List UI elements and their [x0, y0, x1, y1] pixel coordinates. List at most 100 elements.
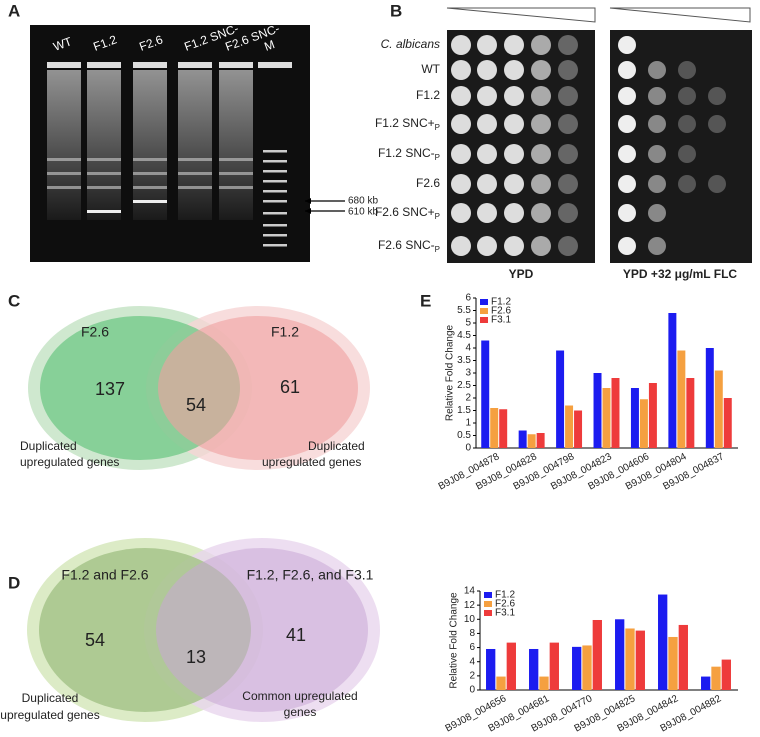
- legend-label: F3.1: [495, 608, 515, 619]
- strain-label: F1.2 SNC-P: [378, 146, 440, 162]
- legend-swatch: [484, 592, 492, 598]
- band: [219, 158, 253, 161]
- band: [87, 158, 121, 161]
- band: [87, 210, 121, 213]
- bar: [701, 676, 711, 690]
- band: [133, 200, 167, 203]
- bar: [486, 648, 496, 690]
- spot: [648, 87, 666, 105]
- spot: [451, 236, 471, 256]
- spot: [504, 203, 524, 223]
- band: [178, 186, 212, 189]
- strain-subscript: P: [435, 153, 440, 162]
- spot: [618, 61, 636, 79]
- spot: [477, 86, 497, 106]
- spot: [451, 114, 471, 134]
- spot: [648, 175, 666, 193]
- y-tick-label: 10: [464, 614, 476, 625]
- venn-title: F2.6: [81, 324, 109, 340]
- legend-label: F2.6: [495, 599, 515, 610]
- y-tick-label: 4: [465, 343, 471, 354]
- marker-label: 680 kb: [348, 196, 378, 207]
- smear: [47, 70, 81, 220]
- bar: [481, 340, 490, 448]
- spot: [678, 145, 696, 163]
- y-axis-title: Relative Fold Change: [445, 324, 456, 421]
- venn-caption: Duplicated: [22, 691, 79, 705]
- ladder-band: [263, 234, 287, 237]
- y-tick-label: 14: [464, 586, 476, 597]
- well: [47, 62, 81, 68]
- legend-swatch: [484, 610, 492, 616]
- y-tick-label: 4.5: [457, 330, 471, 341]
- spot: [618, 175, 636, 193]
- spot: [504, 60, 524, 80]
- ladder-band: [263, 160, 287, 163]
- y-tick-label: 1.5: [457, 405, 471, 416]
- venn-caption: Duplicated: [308, 439, 365, 453]
- ladder-band: [263, 190, 287, 193]
- venn-count: 54: [186, 395, 206, 415]
- y-tick-label: 12: [464, 600, 476, 611]
- spot: [648, 145, 666, 163]
- y-tick-label: 3: [465, 368, 471, 379]
- legend-swatch: [480, 308, 488, 314]
- bar: [593, 373, 602, 448]
- band: [47, 172, 81, 175]
- spot: [477, 236, 497, 256]
- spot: [477, 144, 497, 164]
- y-tick-label: 8: [469, 628, 475, 639]
- bar: [711, 666, 721, 690]
- bar: [658, 594, 668, 690]
- bar: [574, 410, 583, 448]
- bar: [565, 405, 574, 448]
- spot: [451, 203, 471, 223]
- spot: [558, 60, 578, 80]
- smear: [178, 70, 212, 220]
- y-tick-label: 4: [469, 656, 475, 667]
- strain-subscript: P: [435, 245, 440, 254]
- spot: [531, 86, 551, 106]
- bar: [625, 628, 635, 690]
- strain-label: C. albicans: [381, 37, 440, 51]
- smear: [219, 70, 253, 220]
- spot: [708, 175, 726, 193]
- smear: [87, 70, 121, 220]
- spot: [678, 175, 696, 193]
- spot: [618, 237, 636, 255]
- bar: [582, 645, 592, 690]
- bar: [506, 642, 516, 690]
- spot: [477, 114, 497, 134]
- bar: [490, 408, 499, 448]
- arrow-head: [305, 198, 311, 204]
- bar: [677, 350, 686, 448]
- y-tick-label: 6: [469, 642, 475, 653]
- spot: [531, 114, 551, 134]
- strain-name: F2.6: [416, 176, 440, 190]
- bar: [635, 630, 645, 690]
- spot: [648, 115, 666, 133]
- spot: [678, 87, 696, 105]
- venn-count: 54: [85, 630, 105, 650]
- venn-caption: upregulated genes: [20, 455, 119, 469]
- bar: [602, 388, 611, 448]
- spot: [477, 60, 497, 80]
- spot: [558, 236, 578, 256]
- panel-label: E: [420, 291, 431, 310]
- spot: [558, 144, 578, 164]
- spot: [558, 174, 578, 194]
- y-tick-label: 0: [469, 685, 475, 696]
- y-tick-label: 0: [465, 443, 471, 454]
- y-axis-title: Relative Fold Change: [449, 592, 460, 689]
- venn-title: F1.2, F2.6, and F3.1: [247, 567, 374, 583]
- y-tick-label: 0.5: [457, 430, 471, 441]
- ladder-band: [263, 212, 287, 215]
- bar: [536, 433, 545, 448]
- ladder-band: [263, 200, 287, 203]
- legend-swatch: [484, 601, 492, 607]
- spot: [531, 203, 551, 223]
- panel-label: C: [8, 291, 20, 310]
- spot: [648, 61, 666, 79]
- y-tick-label: 5.5: [457, 305, 471, 316]
